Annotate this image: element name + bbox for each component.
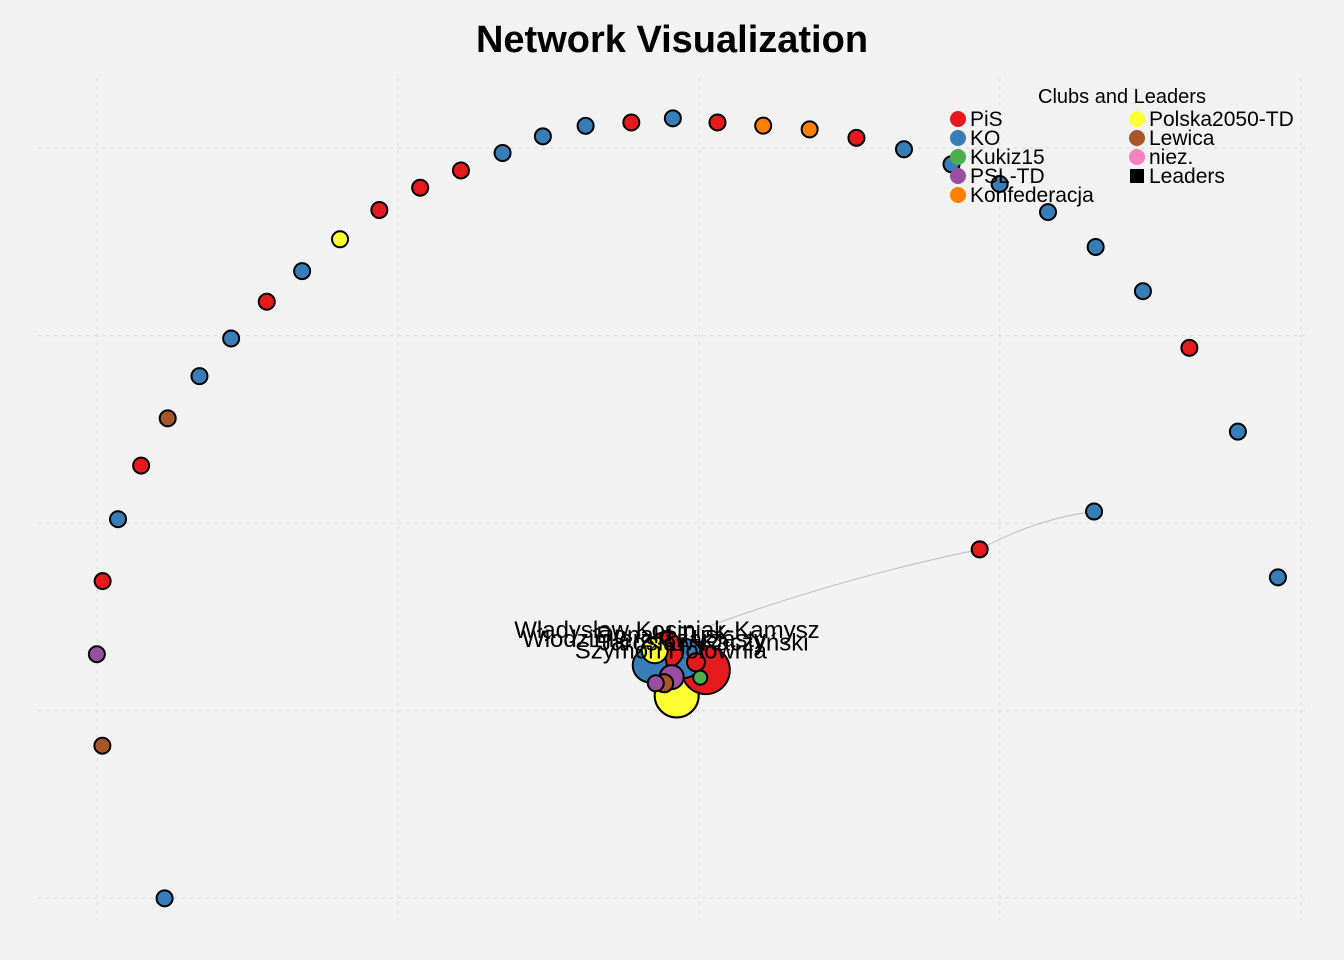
- member-node: [533, 127, 552, 146]
- leader-label: Donald Tusk: [596, 622, 730, 649]
- leader-nodes: [631, 631, 731, 719]
- member-node: [370, 201, 389, 219]
- member-node: [132, 456, 151, 475]
- member-node: [222, 329, 241, 348]
- member-node: [1085, 502, 1104, 521]
- member-node: [1086, 237, 1105, 256]
- member-node: [1228, 422, 1247, 441]
- member-node: [493, 144, 512, 162]
- edges: [692, 511, 1095, 633]
- member-node: [1039, 203, 1058, 222]
- leader-node: [692, 669, 709, 686]
- member-node: [622, 113, 641, 132]
- member-node: [1180, 338, 1199, 357]
- legend-label: Polska2050-TD: [1149, 108, 1294, 131]
- legend-label: niez.: [1149, 146, 1193, 169]
- member-nodes: [87, 109, 1287, 908]
- leader-label: Szymon Hołownia: [575, 637, 768, 664]
- legend-marker: [1129, 111, 1145, 127]
- member-node: [576, 116, 595, 135]
- member-node: [257, 292, 276, 311]
- grid-lines: [38, 78, 1306, 920]
- legend-marker: [950, 187, 966, 203]
- edge: [692, 548, 980, 633]
- member-node: [1268, 568, 1287, 587]
- member-node: [663, 109, 682, 128]
- legend-label: Lewica: [1149, 127, 1215, 150]
- member-node: [411, 178, 430, 197]
- member-node: [293, 262, 312, 281]
- leader-node: [640, 636, 669, 665]
- legend: Clubs and Leaders PiSKOKukiz15PSL-TDKonf…: [950, 86, 1294, 207]
- leader-label: Władysław Kosiniak-Kamysz: [514, 617, 819, 644]
- member-node: [1133, 282, 1152, 301]
- legend-marker: [950, 111, 966, 127]
- legend-label: KO: [970, 127, 1000, 150]
- member-node: [93, 572, 112, 591]
- member-node: [158, 409, 177, 428]
- member-node: [894, 140, 913, 159]
- legend-marker: [950, 149, 966, 165]
- legend-label: PSL-TD: [970, 165, 1045, 188]
- leader-label: Jarosław Kaczyński: [599, 629, 808, 656]
- legend-title: Clubs and Leaders: [1038, 86, 1206, 108]
- edge: [979, 511, 1095, 550]
- member-node: [847, 128, 866, 147]
- member-node: [800, 120, 819, 139]
- legend-marker: [950, 168, 966, 184]
- member-node: [109, 510, 128, 529]
- member-node: [190, 367, 209, 386]
- legend-marker: [1129, 149, 1145, 165]
- member-node: [970, 540, 989, 559]
- legend-marker: [950, 130, 966, 146]
- chart-title: Network Visualization: [476, 19, 868, 61]
- legend-label: Konfederacja: [970, 184, 1094, 207]
- leader-label: Włodzimierz Czarzasty: [522, 626, 766, 653]
- member-node: [708, 113, 727, 132]
- leader-node: [646, 674, 665, 693]
- member-node: [990, 174, 1009, 193]
- member-node: [155, 889, 174, 908]
- member-node: [93, 736, 112, 755]
- legend-label: PiS: [970, 108, 1003, 131]
- legend-label: Leaders: [1149, 165, 1225, 188]
- legend-marker: [1129, 130, 1145, 146]
- legend-marker: [1130, 169, 1144, 183]
- member-node: [754, 116, 773, 135]
- member-node: [87, 645, 106, 664]
- member-node: [451, 161, 470, 180]
- legend-label: Kukiz15: [970, 146, 1045, 169]
- member-node: [331, 230, 350, 249]
